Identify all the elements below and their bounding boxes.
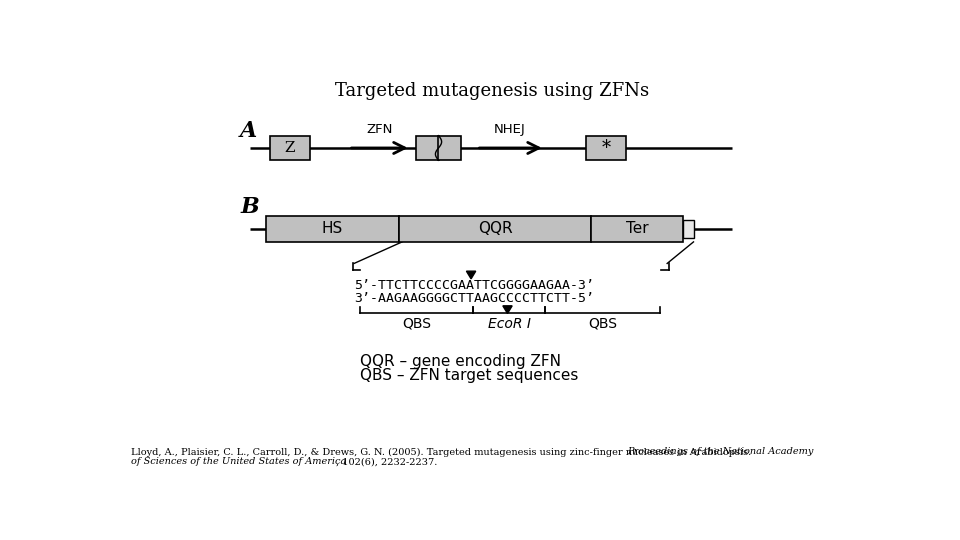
- Bar: [438, 136, 461, 160]
- Text: QBS: QBS: [402, 316, 431, 330]
- Bar: [416, 136, 440, 160]
- Text: QBS – ZFN target sequences: QBS – ZFN target sequences: [360, 368, 579, 383]
- Bar: [591, 215, 683, 242]
- Text: QQR: QQR: [478, 221, 513, 237]
- Text: A: A: [240, 120, 257, 142]
- Polygon shape: [503, 306, 512, 314]
- Text: 5’-TTCTTCCCCGAATTCGGGGAAGAA-3’: 5’-TTCTTCCCCGAATTCGGGGAAGAA-3’: [354, 279, 594, 292]
- Text: EcoR I: EcoR I: [488, 316, 531, 330]
- Text: QQR – gene encoding ZFN: QQR – gene encoding ZFN: [360, 354, 562, 369]
- Text: 3’-AAGAAGGGGCTTAAGCCCCTTCTT-5’: 3’-AAGAAGGGGCTTAAGCCCCTTCTT-5’: [354, 292, 594, 306]
- Text: Targeted mutagenesis using ZFNs: Targeted mutagenesis using ZFNs: [335, 82, 649, 100]
- Text: HS: HS: [322, 221, 343, 237]
- Text: Lloyd, A., Plaisier, C. L., Carroll, D., & Drews, G. N. (2005). Targeted mutagen: Lloyd, A., Plaisier, C. L., Carroll, D.,…: [131, 448, 755, 457]
- Polygon shape: [467, 271, 476, 279]
- Text: B: B: [240, 196, 259, 218]
- Text: NHEJ: NHEJ: [494, 123, 526, 136]
- Bar: [270, 136, 310, 160]
- Text: ZFN: ZFN: [367, 123, 393, 136]
- Bar: [266, 215, 399, 242]
- Text: QBS: QBS: [588, 316, 617, 330]
- Text: Proceedings of the National Academy: Proceedings of the National Academy: [627, 448, 813, 456]
- Text: , 102(6), 2232-2237.: , 102(6), 2232-2237.: [336, 457, 438, 467]
- Text: of Sciences of the United States of America: of Sciences of the United States of Amer…: [131, 457, 347, 467]
- Bar: [399, 215, 591, 242]
- Text: Ter: Ter: [626, 221, 648, 237]
- Bar: [586, 136, 626, 160]
- Bar: [683, 220, 693, 238]
- Text: *: *: [601, 139, 611, 157]
- Text: Z: Z: [284, 141, 295, 155]
